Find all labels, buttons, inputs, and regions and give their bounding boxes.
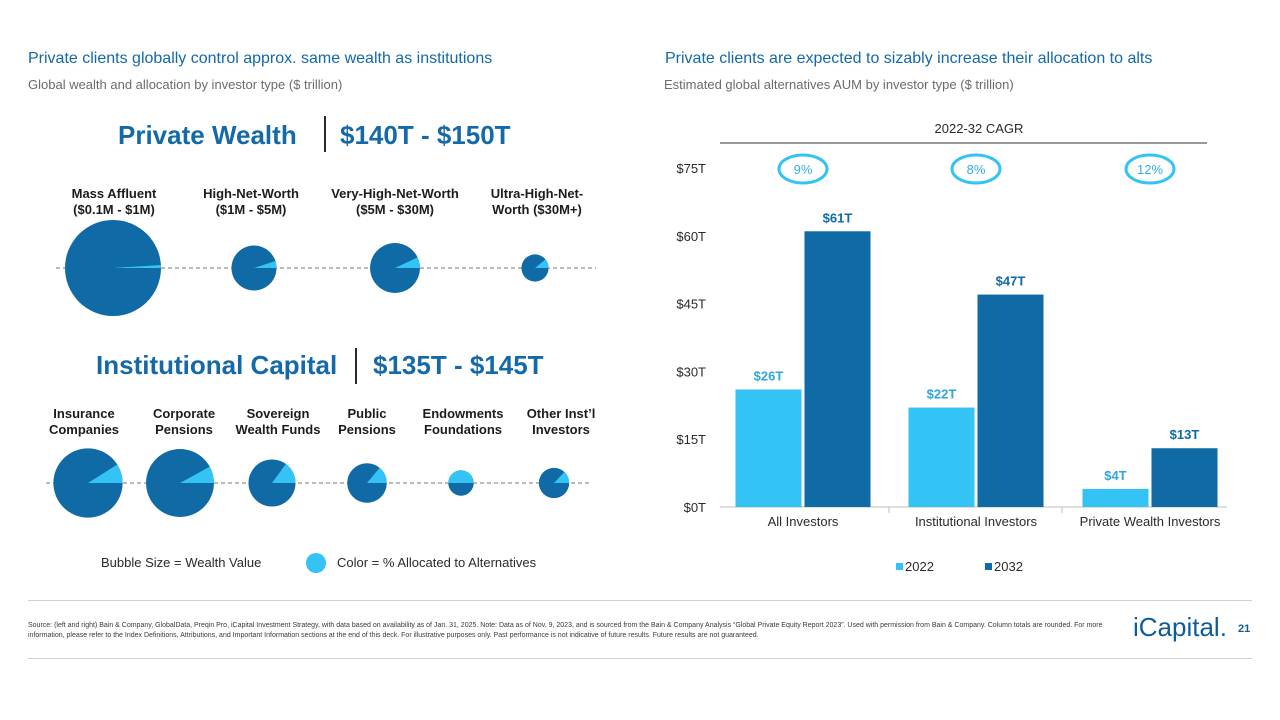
category-mass-affluent: Mass Affluent ($0.1M - $1M) [71,186,157,217]
institutional-alt-slice-0 [88,464,123,483]
bar-label-2022-2: $4T [1104,468,1126,483]
bar-label-2022-0: $26T [754,368,784,383]
institutional-alt-slice-2 [272,463,296,483]
institutional-alt-slice-5 [554,471,570,483]
bar-2022-2 [1082,488,1149,507]
cagr-ellipse-2 [1124,153,1176,185]
private-wealth-label: Private Wealth [118,120,297,150]
private-wealth-alt-slice-3 [535,259,549,268]
institutional-alt-slice-4 [448,470,474,483]
footer-bottom-rule [28,658,1252,659]
aum-bar-chart: 2022-32 CAGR $0T $15T $30T $45T $60T $75T $26T… [676,121,1227,574]
legend-swatch-2022 [896,563,903,570]
cagr-ellipse-1 [950,153,1002,185]
legend-swatch-2032 [985,563,992,570]
right-subtitle: Estimated global alternatives AUM by inv… [664,77,1014,92]
category-public-pensions: Public Pensions [338,406,396,437]
private-wealth-alt-slice-2 [395,257,420,268]
y-tick-label-0: $0T [684,500,706,515]
legend-color-swatch [306,553,326,573]
cagr-value-0: 9% [794,162,813,177]
category-high-net-worth: High-Net-Worth ($1M - $5M) [203,186,299,217]
legend-bubble-size: Bubble Size = Wealth Value [101,555,262,570]
cagr-title: 2022-32 CAGR [935,121,1024,136]
left-title: Private clients globally control approx.… [28,50,493,67]
right-title: Private clients are expected to sizably … [665,50,1153,67]
institutional-divider [355,348,357,384]
y-tick-label-3: $45T [676,297,706,312]
x-tick-label-0: All Investors [768,514,839,529]
private-wealth-range: $140T - $150T [340,120,511,150]
legend-label-2032: 2032 [994,559,1023,574]
institutional-alt-slice-1 [180,466,214,483]
institutional-label: Institutional Capital [96,350,338,380]
category-insurance: Insurance Companies [48,406,120,437]
bar-2022-1 [908,407,975,507]
institutional-alt-slice-3 [367,467,387,483]
institutional-bubbles [46,448,592,518]
bar-2022-0 [735,389,802,507]
y-tick-label-5: $75T [676,161,706,176]
institutional-bubble-1 [146,449,214,517]
cagr-value-2: 12% [1137,162,1163,177]
private-wealth-alt-slice-0 [113,264,161,268]
bar-2032-0 [804,231,871,507]
bar-label-2022-1: $22T [927,387,957,402]
bar-label-2032-0: $61T [823,210,853,225]
icapital-logo: iCapital. [1133,612,1227,642]
category-very-high-net-worth: Very-High-Net-Worth ($5M - $30M) [331,186,459,217]
private-wealth-bubble-1 [231,245,277,291]
private-wealth-bubbles [56,220,596,316]
bar-label-2032-1: $47T [996,274,1026,289]
bar-2032-1 [977,294,1044,507]
category-endowments: Endowments Foundations [422,406,504,437]
category-sovereign-wealth: Sovereign Wealth Funds [235,406,321,437]
legend-color: Color = % Allocated to Alternatives [337,555,537,570]
category-other-institutional: Other Inst’l Investors [526,406,596,437]
institutional-range: $135T - $145T [373,350,544,380]
x-tick-label-1: Institutional Investors [915,514,1038,529]
y-tick-label-4: $60T [676,229,706,244]
private-wealth-divider [324,116,326,152]
cagr-ellipse-0 [777,153,829,185]
footnote: Source: (left and right) Bain & Company,… [28,622,1103,639]
y-tick-label-2: $30T [676,364,706,379]
category-ultra-high-net-worth: Ultra-High-Net- Worth ($30M+) [490,186,584,217]
page-number: 21 [1238,623,1251,635]
bar-label-2032-2: $13T [1170,427,1200,442]
y-tick-label-1: $15T [676,432,706,447]
x-tick-label-2: Private Wealth Investors [1080,514,1221,529]
legend-label-2022: 2022 [905,559,934,574]
left-subtitle: Global wealth and allocation by investor… [28,77,343,92]
cagr-value-1: 8% [967,162,986,177]
footer-top-rule [28,600,1252,601]
category-corporate-pensions: Corporate Pensions [152,406,216,437]
bar-2032-2 [1151,448,1218,507]
private-wealth-alt-slice-1 [254,261,277,268]
